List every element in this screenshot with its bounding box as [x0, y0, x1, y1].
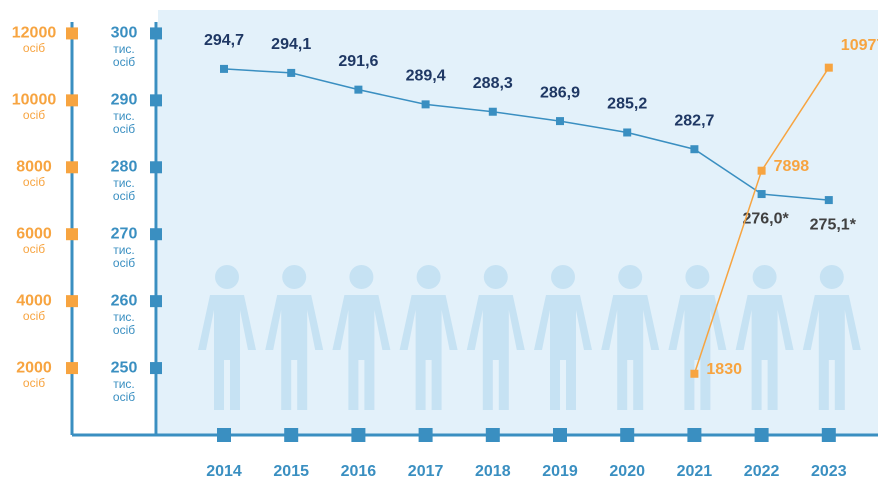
y-tick-label: 290	[111, 92, 138, 109]
data-point	[489, 108, 497, 116]
x-tick-mark	[687, 428, 701, 442]
data-point	[758, 167, 766, 175]
data-point	[825, 64, 833, 72]
y-unit-label: тис. осіб	[104, 244, 144, 270]
y-tick-mark	[150, 228, 162, 240]
person-icon	[618, 265, 642, 289]
y2-unit-label: осіб	[14, 310, 54, 323]
y-tick-label: 280	[111, 159, 138, 176]
y-unit-label: тис. осіб	[104, 43, 144, 69]
data-label: 288,3	[473, 75, 513, 92]
x-tick-label: 2022	[744, 463, 780, 480]
data-point	[287, 69, 295, 77]
x-tick-label: 2015	[273, 463, 309, 480]
data-label: 286,9	[540, 84, 580, 101]
data-label: 276,0*	[742, 210, 789, 227]
y2-tick-label: 4000	[16, 292, 52, 309]
chart-container: 250 260 270 280 290 300 2000 4000 6000 8000 10000 1…	[0, 0, 878, 481]
data-label: 7898	[774, 158, 810, 175]
y-tick-mark	[150, 295, 162, 307]
y2-tick-label: 8000	[16, 159, 52, 176]
data-label: 10977	[841, 37, 878, 54]
x-tick-label: 2021	[677, 463, 713, 480]
x-tick-mark	[419, 428, 433, 442]
x-tick-mark	[620, 428, 634, 442]
person-icon	[349, 265, 373, 289]
data-point	[690, 370, 698, 378]
y2-tick-mark	[66, 295, 78, 307]
data-point	[220, 65, 228, 73]
y-tick-label: 300	[111, 25, 138, 42]
y2-tick-mark	[66, 27, 78, 39]
y2-tick-mark	[66, 362, 78, 374]
person-icon	[215, 265, 239, 289]
data-point	[690, 145, 698, 153]
y-tick-label: 260	[111, 292, 138, 309]
data-label: 294,7	[204, 32, 244, 49]
x-tick-mark	[217, 428, 231, 442]
y2-tick-label: 2000	[16, 359, 52, 376]
x-tick-mark	[486, 428, 500, 442]
x-tick-label: 2017	[408, 463, 444, 480]
y-unit-label: тис. осіб	[104, 311, 144, 337]
y2-tick-label: 6000	[16, 225, 52, 242]
x-tick-mark	[553, 428, 567, 442]
data-point	[623, 128, 631, 136]
y2-unit-label: осіб	[14, 176, 54, 189]
x-tick-label: 2018	[475, 463, 511, 480]
data-label: 1830	[706, 361, 742, 378]
person-icon	[484, 265, 508, 289]
y2-unit-label: осіб	[14, 42, 54, 55]
data-label: 289,4	[406, 68, 446, 85]
data-point	[556, 117, 564, 125]
y2-tick-mark	[66, 228, 78, 240]
y-tick-mark	[150, 27, 162, 39]
data-point	[422, 100, 430, 108]
data-point	[758, 190, 766, 198]
person-icon	[417, 265, 441, 289]
y2-tick-label: 12000	[12, 25, 57, 42]
y2-tick-mark	[66, 94, 78, 106]
y2-tick-label: 10000	[12, 92, 57, 109]
person-icon	[753, 265, 777, 289]
person-icon	[282, 265, 306, 289]
x-tick-label: 2014	[206, 463, 242, 480]
y-tick-label: 270	[111, 225, 138, 242]
x-tick-mark	[822, 428, 836, 442]
y-tick-mark	[150, 161, 162, 173]
x-tick-mark	[755, 428, 769, 442]
person-icon	[685, 265, 709, 289]
x-tick-mark	[351, 428, 365, 442]
data-label: 291,6	[338, 53, 378, 70]
chart: 250 260 270 280 290 300 2000 4000 6000 8000 10000 1…	[0, 0, 878, 481]
data-label: 294,1	[271, 36, 311, 53]
y-tick-mark	[150, 94, 162, 106]
data-label: 285,2	[607, 96, 647, 113]
x-tick-mark	[284, 428, 298, 442]
data-point	[354, 86, 362, 94]
y2-unit-label: осіб	[14, 109, 54, 122]
y-unit-label: тис. осіб	[104, 378, 144, 404]
x-tick-label: 2019	[542, 463, 578, 480]
data-label: 275,1*	[810, 216, 857, 233]
y2-tick-mark	[66, 161, 78, 173]
y-tick-mark	[150, 362, 162, 374]
y2-unit-label: осіб	[14, 243, 54, 256]
y-tick-label: 250	[111, 359, 138, 376]
data-label: 282,7	[674, 112, 714, 129]
person-icon	[551, 265, 575, 289]
person-icon	[820, 265, 844, 289]
x-tick-label: 2023	[811, 463, 847, 480]
y2-unit-label: осіб	[14, 377, 54, 390]
data-point	[825, 196, 833, 204]
y-unit-label: тис. осіб	[104, 177, 144, 203]
x-tick-label: 2016	[341, 463, 377, 480]
x-tick-label: 2020	[609, 463, 645, 480]
y-unit-label: тис. осіб	[104, 110, 144, 136]
